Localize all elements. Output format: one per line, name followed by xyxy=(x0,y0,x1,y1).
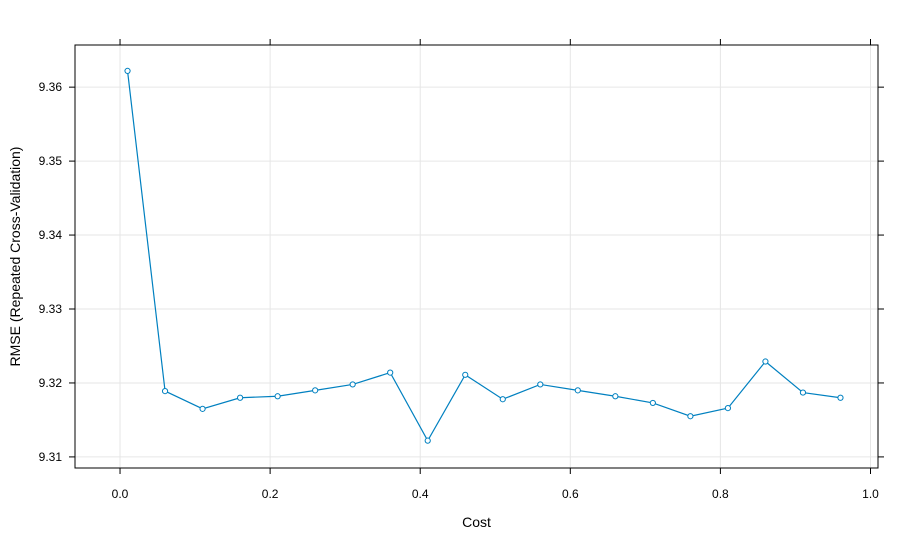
data-point xyxy=(762,358,769,365)
y-axis-title: RMSE (Repeated Cross-Validation) xyxy=(7,147,23,367)
axes: 0.0 0.2 0.4 0.6 0.8 1.0 9.31 9.32 9.33 9.34 9.35 9.… xyxy=(39,39,884,501)
data-point xyxy=(312,387,319,394)
data-point xyxy=(537,381,544,388)
plot-frame xyxy=(74,44,879,469)
data-point xyxy=(462,371,469,378)
data-point xyxy=(649,399,656,407)
data-point xyxy=(724,404,732,412)
data-point xyxy=(574,387,581,394)
data-point xyxy=(424,437,431,444)
data-point xyxy=(274,393,281,400)
x-tick-label: 0.0 xyxy=(112,487,129,501)
data-point xyxy=(499,396,506,403)
y-tick-label: 9.34 xyxy=(39,228,63,242)
data-point xyxy=(687,413,694,420)
data-point xyxy=(349,381,356,388)
series-line xyxy=(126,70,841,442)
y-tick-label: 9.35 xyxy=(39,154,63,168)
y-tick-label: 9.36 xyxy=(39,80,63,94)
data-point xyxy=(799,389,807,396)
y-tick-label: 9.33 xyxy=(39,302,63,316)
x-tick-label: 0.6 xyxy=(562,487,579,501)
grid-lines xyxy=(75,45,878,468)
x-axis-title: Cost xyxy=(462,514,491,530)
data-point xyxy=(124,67,131,74)
data-point xyxy=(387,369,394,376)
y-tick-label: 9.32 xyxy=(39,376,63,390)
data-point xyxy=(837,394,844,401)
data-point xyxy=(199,405,206,412)
y-tick-label: 9.31 xyxy=(39,450,63,464)
data-point xyxy=(237,394,244,401)
x-tick-label: 0.2 xyxy=(262,487,279,501)
x-tick-label: 0.8 xyxy=(712,487,729,501)
plot-background xyxy=(75,45,878,468)
data-point xyxy=(161,387,169,395)
x-tick-label: 0.4 xyxy=(412,487,429,501)
series-layer xyxy=(124,67,844,444)
x-tick-label: 1.0 xyxy=(862,487,879,501)
data-point xyxy=(612,393,619,400)
